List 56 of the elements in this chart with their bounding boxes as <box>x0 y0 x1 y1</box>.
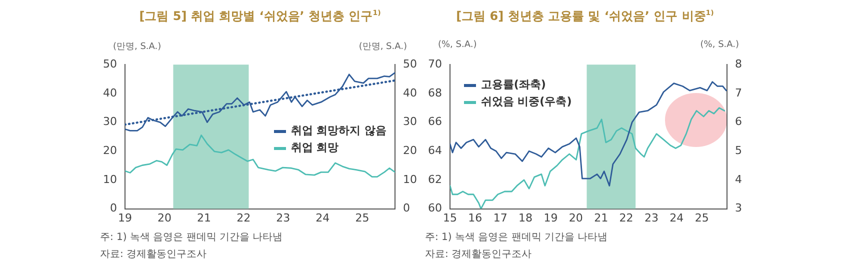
y2-tick-label: 5 <box>735 144 742 157</box>
x-tick-label: 17 <box>493 211 508 224</box>
chart-title: [그림 5] 취업 희망별 ‘쉬었음’ 청년층 인구$^{1)}$ <box>138 8 382 25</box>
y-tick-label: 40 <box>102 86 117 100</box>
x-tick-label: 18 <box>518 211 533 224</box>
legend-label: 취업 희망 <box>290 141 339 154</box>
x-tick-label: 20 <box>568 211 583 224</box>
x-tick-label: 15 <box>442 211 457 224</box>
y-tick-label: 50 <box>102 57 117 70</box>
text: 자료: 경제활동인구조사 <box>425 248 532 261</box>
x-tick-label: 22 <box>619 211 634 224</box>
x-tick-label: 24 <box>670 211 684 224</box>
x-tick-label: 16 <box>468 211 482 224</box>
y-tick-label: 62 <box>428 172 442 186</box>
y2-tick-label: 4 <box>735 172 742 186</box>
y2-tick-label: 30 <box>403 115 418 128</box>
x-tick-label: 25 <box>355 211 370 224</box>
y-tick-label: 70 <box>428 57 442 70</box>
y-tick-label: 66 <box>428 115 442 128</box>
legend-label: 취업 희망하지 않음 <box>290 124 387 138</box>
y-tick-label: 30 <box>102 115 117 128</box>
y2-tick-label: 7 <box>735 86 742 100</box>
y-axis-title: (만명, S.A.) <box>112 41 162 53</box>
x-tick-label: 22 <box>236 211 251 224</box>
y2-axis-title: (만명, S.A.) <box>358 41 408 53</box>
y-axis-title: (%, S.A.) <box>438 40 477 50</box>
y2-tick-label: 0 <box>403 202 410 215</box>
y-tick-label: 10 <box>102 172 117 186</box>
text: 주: 1) 녹색 음영은 팬데믹 기간을 나타냄 <box>100 231 283 244</box>
y2-tick-label: 50 <box>403 57 418 70</box>
y2-axis-title: (%, S.A.) <box>700 40 740 50</box>
x-tick-label: 23 <box>276 211 290 224</box>
y2-tick-label: 6 <box>735 115 742 128</box>
y2-tick-label: 3 <box>735 202 742 215</box>
x-tick-label: 19 <box>544 211 558 224</box>
legend-label: 쉬었음 비중(우축) <box>480 95 572 108</box>
y2-tick-label: 40 <box>403 86 418 100</box>
x-tick-label: 23 <box>644 211 658 224</box>
x-tick-label: 25 <box>694 211 709 224</box>
chart-title: [그림 6] 청년층 고용률 및 ‘쉬었음’ 인구 비중$^{1)}$ <box>455 8 715 25</box>
y-tick-label: 64 <box>428 144 442 157</box>
text: 자료: 경제활동인구조사 <box>100 248 207 261</box>
text: 주: 1) 녹색 음영은 팬데믹 기간을 나타냄 <box>425 231 608 244</box>
y2-tick-label: 8 <box>735 57 742 70</box>
y-tick-label: 60 <box>428 202 442 215</box>
y-tick-label: 0 <box>110 202 117 215</box>
y-tick-label: 20 <box>102 144 117 157</box>
x-tick-label: 24 <box>316 211 330 224</box>
x-tick-label: 20 <box>158 211 172 224</box>
legend-label: 고용률(좌축) <box>480 78 546 92</box>
x-tick-label: 21 <box>594 211 608 224</box>
x-tick-label: 21 <box>197 211 212 224</box>
x-tick-label: 19 <box>118 211 132 224</box>
y2-tick-label: 10 <box>403 172 418 186</box>
y2-tick-label: 20 <box>403 144 418 157</box>
y-tick-label: 68 <box>428 86 442 100</box>
